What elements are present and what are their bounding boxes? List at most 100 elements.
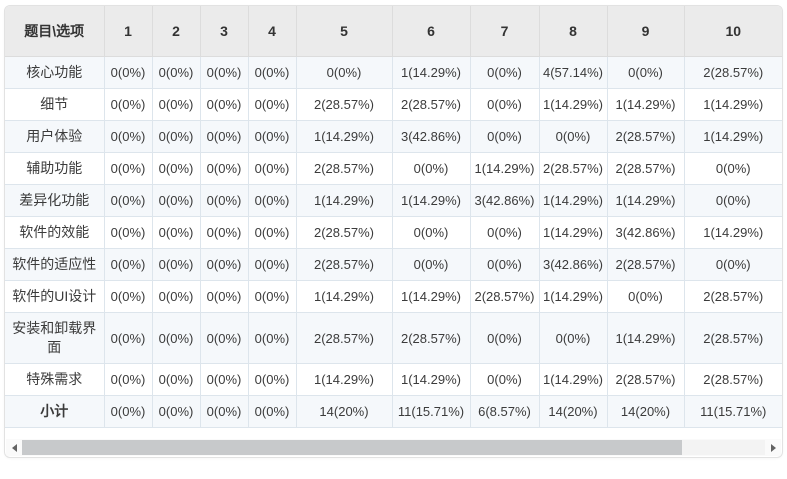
table-row: 软件的UI设计 0(0%) 0(0%) 0(0%) 0(0%) 1(14.29%… xyxy=(5,280,782,313)
cell: 0(0%) xyxy=(683,184,782,217)
cell: 0(0%) xyxy=(199,216,249,249)
cell: 1(14.29%) xyxy=(538,280,608,313)
cell: 1(14.29%) xyxy=(295,120,393,153)
cell: 0(0%) xyxy=(199,312,249,364)
column-header-4: 4 xyxy=(247,6,297,57)
table-header: 题目\选项 1 2 3 4 5 6 7 8 9 10 xyxy=(5,6,782,57)
table-row: 软件的效能 0(0%) 0(0%) 0(0%) 0(0%) 2(28.57%) … xyxy=(5,216,782,249)
cell: 1(14.29%) xyxy=(683,216,782,249)
cell: 0(0%) xyxy=(247,248,297,281)
table-row: 安装和卸载界面 0(0%) 0(0%) 0(0%) 0(0%) 2(28.57%… xyxy=(5,312,782,364)
cell: 14(20%) xyxy=(606,395,685,428)
cell: 1(14.29%) xyxy=(391,56,471,89)
corner-header-cell: 题目\选项 xyxy=(5,6,105,57)
row-label: 辅助功能 xyxy=(5,152,105,185)
survey-stats-table-panel: 题目\选项 1 2 3 4 5 6 7 8 9 10 核心功能 0(0%) 0(… xyxy=(4,5,783,458)
cell: 0(0%) xyxy=(151,280,201,313)
cell: 2(28.57%) xyxy=(391,312,471,364)
table-row: 特殊需求 0(0%) 0(0%) 0(0%) 0(0%) 1(14.29%) 1… xyxy=(5,363,782,396)
horizontal-scrollbar[interactable] xyxy=(6,439,781,456)
cell: 2(28.57%) xyxy=(683,363,782,396)
header-row: 题目\选项 1 2 3 4 5 6 7 8 9 10 xyxy=(5,6,782,57)
column-header-10: 10 xyxy=(683,6,782,57)
cell: 2(28.57%) xyxy=(606,152,685,185)
cell: 0(0%) xyxy=(683,152,782,185)
cell: 0(0%) xyxy=(151,88,201,121)
cell: 0(0%) xyxy=(247,88,297,121)
cell: 0(0%) xyxy=(151,184,201,217)
cell: 2(28.57%) xyxy=(538,152,608,185)
scroll-right-button[interactable] xyxy=(765,439,781,456)
cell: 11(15.71%) xyxy=(683,395,782,428)
cell: 0(0%) xyxy=(151,152,201,185)
cell: 0(0%) xyxy=(151,395,201,428)
cell: 0(0%) xyxy=(151,312,201,364)
cell: 14(20%) xyxy=(295,395,393,428)
cell: 1(14.29%) xyxy=(538,216,608,249)
table-row: 核心功能 0(0%) 0(0%) 0(0%) 0(0%) 0(0%) 1(14.… xyxy=(5,56,782,89)
cell: 0(0%) xyxy=(151,56,201,89)
cell: 0(0%) xyxy=(606,56,685,89)
cell: 1(14.29%) xyxy=(683,120,782,153)
table-row: 软件的适应性 0(0%) 0(0%) 0(0%) 0(0%) 2(28.57%)… xyxy=(5,248,782,281)
cell: 0(0%) xyxy=(683,248,782,281)
cell: 3(42.86%) xyxy=(391,120,471,153)
cell: 0(0%) xyxy=(247,120,297,153)
cell: 0(0%) xyxy=(469,88,540,121)
cell: 0(0%) xyxy=(199,248,249,281)
cell: 0(0%) xyxy=(391,248,471,281)
cell: 0(0%) xyxy=(247,312,297,364)
cell: 0(0%) xyxy=(103,312,153,364)
cell: 0(0%) xyxy=(295,56,393,89)
cell: 1(14.29%) xyxy=(606,88,685,121)
cell: 0(0%) xyxy=(606,280,685,313)
cell: 6(8.57%) xyxy=(469,395,540,428)
cell: 0(0%) xyxy=(151,120,201,153)
table-body: 核心功能 0(0%) 0(0%) 0(0%) 0(0%) 0(0%) 1(14.… xyxy=(5,56,782,428)
cell: 0(0%) xyxy=(103,216,153,249)
survey-stats-table: 题目\选项 1 2 3 4 5 6 7 8 9 10 核心功能 0(0%) 0(… xyxy=(5,6,782,428)
scroll-left-icon xyxy=(11,443,17,452)
cell: 0(0%) xyxy=(199,280,249,313)
scroll-right-icon xyxy=(770,443,776,452)
cell: 1(14.29%) xyxy=(391,363,471,396)
table-row: 差异化功能 0(0%) 0(0%) 0(0%) 0(0%) 1(14.29%) … xyxy=(5,184,782,217)
cell: 0(0%) xyxy=(103,184,153,217)
cell: 0(0%) xyxy=(103,88,153,121)
cell: 0(0%) xyxy=(538,120,608,153)
cell: 4(57.14%) xyxy=(538,56,608,89)
cell: 2(28.57%) xyxy=(295,216,393,249)
scroll-left-button[interactable] xyxy=(6,439,22,456)
cell: 3(42.86%) xyxy=(469,184,540,217)
cell: 2(28.57%) xyxy=(606,363,685,396)
cell: 0(0%) xyxy=(151,248,201,281)
cell: 0(0%) xyxy=(469,312,540,364)
cell: 2(28.57%) xyxy=(683,56,782,89)
column-header-7: 7 xyxy=(469,6,540,57)
column-header-9: 9 xyxy=(606,6,685,57)
cell: 0(0%) xyxy=(247,216,297,249)
column-header-5: 5 xyxy=(295,6,393,57)
subtotal-row: 小计 0(0%) 0(0%) 0(0%) 0(0%) 14(20%) 11(15… xyxy=(5,395,782,428)
cell: 2(28.57%) xyxy=(683,312,782,364)
cell: 0(0%) xyxy=(103,248,153,281)
cell: 11(15.71%) xyxy=(391,395,471,428)
cell: 2(28.57%) xyxy=(469,280,540,313)
cell: 0(0%) xyxy=(469,363,540,396)
cell: 0(0%) xyxy=(199,152,249,185)
scrollbar-thumb[interactable] xyxy=(22,440,682,455)
cell: 2(28.57%) xyxy=(606,248,685,281)
cell: 0(0%) xyxy=(103,395,153,428)
cell: 2(28.57%) xyxy=(606,120,685,153)
column-header-1: 1 xyxy=(103,6,153,57)
cell: 1(14.29%) xyxy=(606,312,685,364)
cell: 0(0%) xyxy=(469,120,540,153)
column-header-3: 3 xyxy=(199,6,249,57)
column-header-6: 6 xyxy=(391,6,471,57)
row-label: 软件的效能 xyxy=(5,216,105,249)
cell: 0(0%) xyxy=(469,248,540,281)
cell: 0(0%) xyxy=(199,120,249,153)
cell: 1(14.29%) xyxy=(538,184,608,217)
cell: 0(0%) xyxy=(103,152,153,185)
scrollbar-track[interactable] xyxy=(682,440,765,455)
